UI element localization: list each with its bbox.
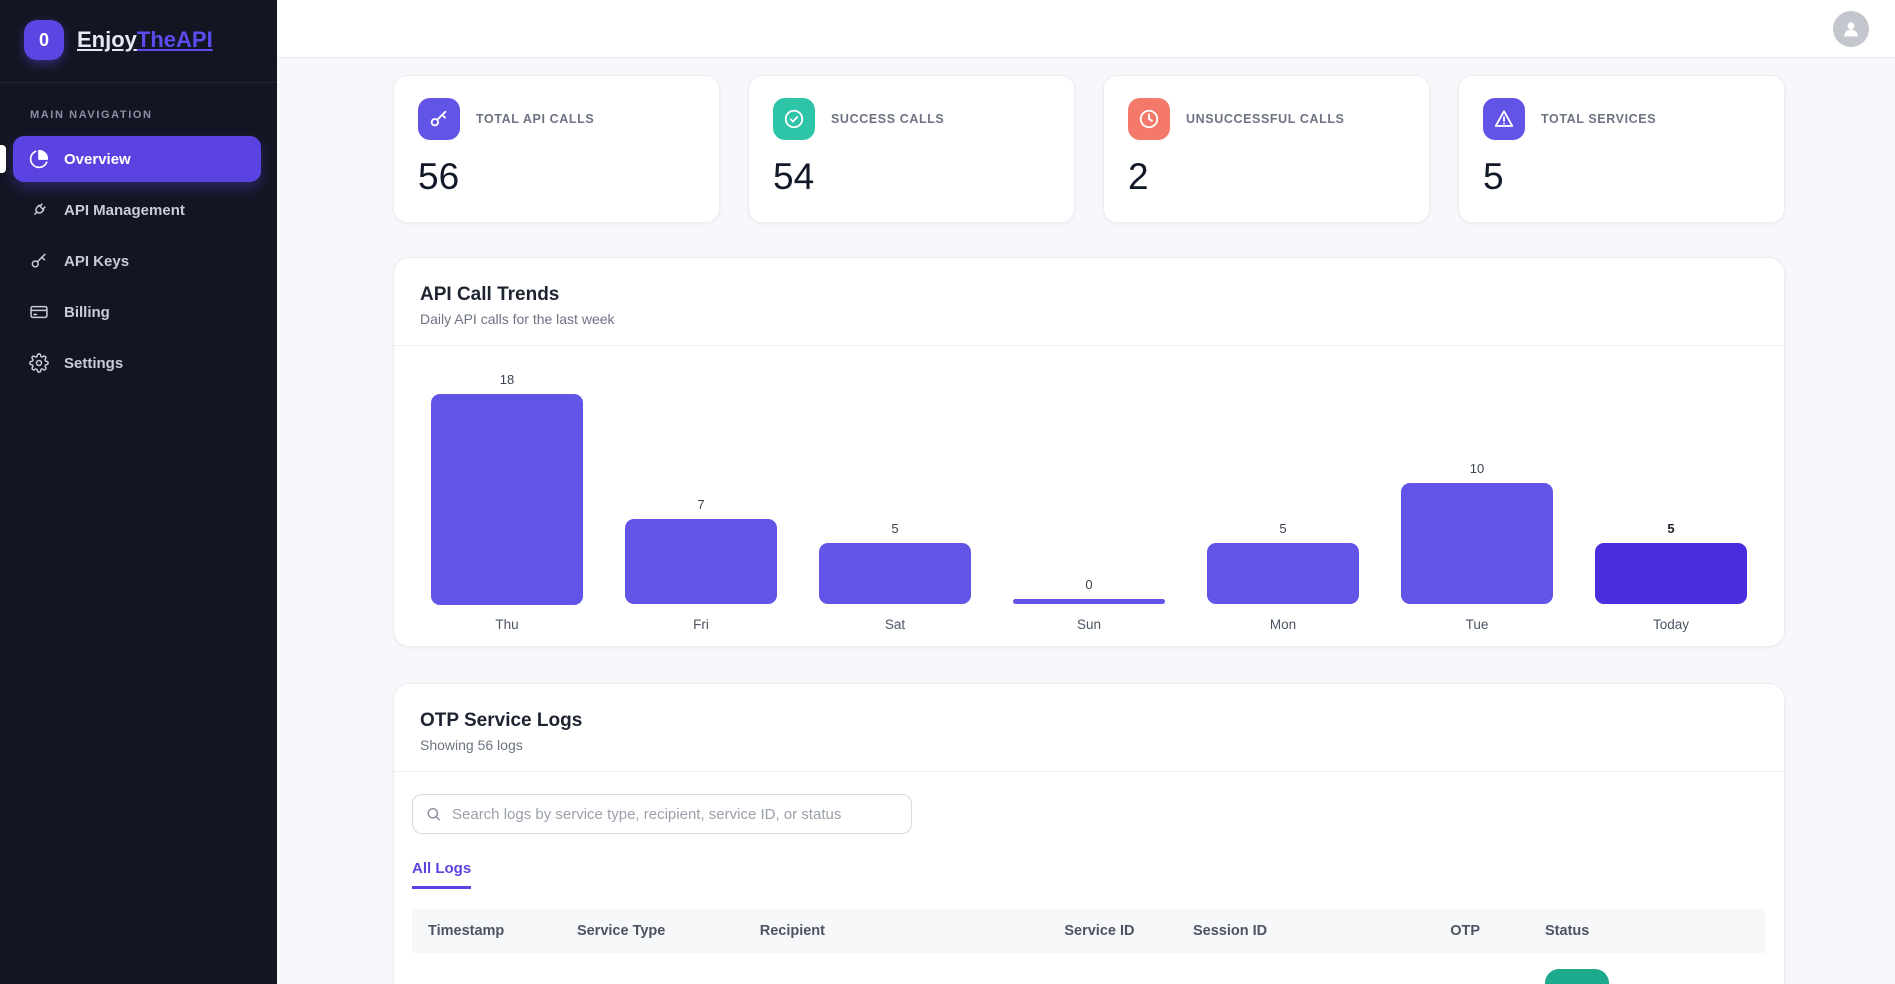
bar-column: 5 Today [1574,372,1768,634]
user-avatar[interactable] [1833,10,1869,47]
column-header-session-id: Session ID [1192,923,1268,939]
stats-row: TOTAL API CALLS 56 SUCCESS CALLS 54 [393,75,1785,223]
sidebar-item-label: API Management [64,201,185,219]
log-search [412,794,912,834]
search-input[interactable] [412,794,912,834]
clock-icon [1128,98,1170,140]
column-header-status: Status [1545,923,1590,939]
bar-value-label: 0 [1085,577,1093,592]
logs-table: Timestamp Service Type Recipient Service… [412,909,1766,984]
bar-day-label: Today [1652,617,1690,632]
plug-icon [34,203,46,215]
stat-label: UNSUCCESSFUL CALLS [1186,112,1345,126]
sidebar-item-api-keys[interactable]: API Keys [13,238,261,284]
table-header-row: Timestamp Service Type Recipient Service… [412,909,1766,953]
gear-icon [29,353,49,373]
bar-column: 18 Thu [410,372,604,634]
credit-card-icon [30,305,48,319]
bar[interactable] [1595,543,1747,604]
logs-subtitle: Showing 56 logs [420,737,523,753]
content: TOTAL API CALLS 56 SUCCESS CALLS 54 [277,58,1895,984]
bar-value-label: 10 [1469,461,1485,476]
column-header-service-id: Service ID [1064,923,1135,939]
bar-value-label: 5 [1667,521,1675,536]
bar[interactable] [1207,543,1359,604]
topbar [277,0,1895,58]
brand-name-accent: TheAPI [136,27,213,52]
stat-label: TOTAL SERVICES [1541,112,1657,126]
bar-day-label: Sun [1076,617,1102,632]
pie-chart-icon [29,149,49,169]
bar[interactable] [431,394,583,605]
bar-day-label: Sat [884,617,906,632]
logs-title: OTP Service Logs [420,710,583,731]
sidebar-item-label: Billing [64,303,110,321]
sidebar-item-label: API Keys [64,252,130,270]
bar[interactable] [1401,483,1553,604]
bar-day-label: Fri [693,617,709,632]
stat-value: 2 [1128,156,1149,197]
column-header-timestamp: Timestamp [428,923,505,939]
person-icon [1844,21,1858,36]
logs-tabs: All Logs [412,860,1766,889]
chart-title: API Call Trends [420,284,560,305]
bar-column: 5 Sat [798,372,992,634]
bar-column: 10 Tue [1380,372,1574,634]
main-area: TOTAL API CALLS 56 SUCCESS CALLS 54 [277,0,1895,984]
bar-value-label: 7 [697,497,705,512]
stat-label: TOTAL API CALLS [476,112,595,126]
brand-badge: 0 [24,20,64,60]
bar-day-label: Mon [1269,617,1297,632]
search-icon [427,807,440,821]
sidebar-item-label: Settings [64,354,124,372]
column-header-otp: OTP [1450,923,1481,939]
brand-name: EnjoyTheAPI [77,27,213,53]
stat-card-success-calls: SUCCESS CALLS 54 [748,75,1075,223]
key-icon [31,253,46,268]
sidebar-item-label: Overview [64,150,131,168]
stat-card-total-services: TOTAL SERVICES 5 [1458,75,1785,223]
bar-value-label: 18 [499,372,515,387]
column-header-recipient: Recipient [759,923,825,939]
bar-column: 5 Mon [1186,372,1380,634]
nav-section-label: MAIN NAVIGATION [30,109,153,121]
stat-card-total-api-calls: TOTAL API CALLS 56 [393,75,720,223]
divider [394,345,1784,346]
key-icon [418,98,460,140]
stat-value: 5 [1483,156,1504,197]
stat-value: 54 [773,156,815,197]
sidebar: 0 EnjoyTheAPI MAIN NAVIGATION Overview A… [0,0,277,984]
bar[interactable] [1013,599,1165,604]
brand-logo-link[interactable]: 0 EnjoyTheAPI [0,0,277,83]
sidebar-item-billing[interactable]: Billing [13,289,261,335]
bar[interactable] [819,543,971,604]
bar-column: 0 Sun [992,372,1186,634]
main-navigation: Overview API Management API Keys Billing [0,131,277,391]
stat-label: SUCCESS CALLS [831,112,945,126]
sidebar-item-settings[interactable]: Settings [13,340,261,386]
stat-value: 56 [418,156,460,197]
tab-all-logs[interactable]: All Logs [412,860,472,889]
chart-subtitle: Daily API calls for the last week [420,311,615,327]
bar-value-label: 5 [891,521,899,536]
bar-value-label: 5 [1279,521,1287,536]
status-badge [1545,969,1609,984]
bar-day-label: Tue [1465,617,1489,632]
table-row [412,953,1766,984]
api-call-trends-panel: API Call Trends Daily API calls for the … [393,257,1785,647]
bar-day-label: Thu [495,617,519,632]
divider [394,771,1784,772]
brand-name-regular: Enjoy [77,27,137,52]
check-circle-icon [773,98,815,140]
stat-card-unsuccessful-calls: UNSUCCESSFUL CALLS 2 [1103,75,1430,223]
sidebar-item-api-management[interactable]: API Management [13,187,261,233]
otp-service-logs-panel: OTP Service Logs Showing 56 logs All Log… [393,683,1785,984]
bar-column: 7 Fri [604,372,798,634]
alert-triangle-icon [1483,98,1525,140]
sidebar-item-overview[interactable]: Overview [13,136,261,182]
bar-chart: 18 Thu 7 Fri 5 Sat 0 Sun 5 Mon 10 Tue 5 Today [394,346,1784,646]
column-header-service-type: Service Type [576,923,666,939]
bar[interactable] [625,519,777,604]
